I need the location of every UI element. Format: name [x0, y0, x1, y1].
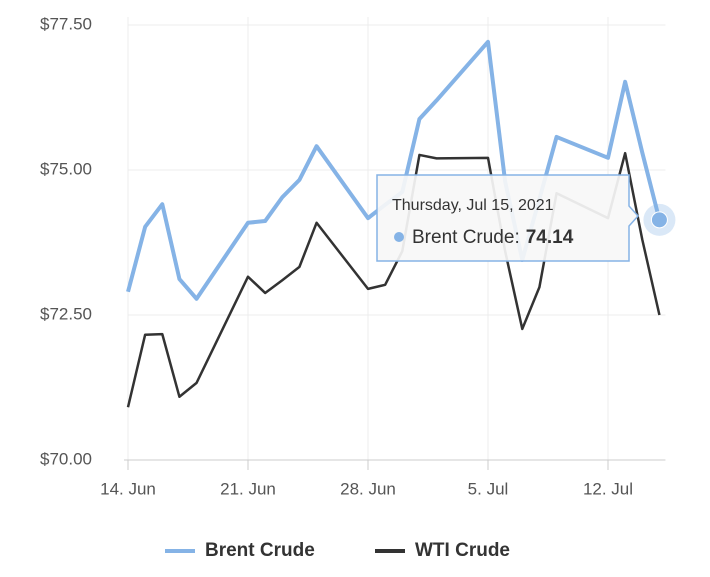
tooltip-dot: [394, 232, 404, 242]
tooltip-text: Brent Crude: 74.14: [412, 227, 574, 248]
tooltip-label: Brent Crude:: [412, 227, 520, 248]
tooltip-value: 74.14: [526, 227, 574, 248]
legend-label[interactable]: WTI Crude: [415, 540, 510, 561]
y-tick-label: $77.50: [40, 14, 92, 33]
legend-label[interactable]: Brent Crude: [205, 540, 315, 561]
x-tick-label: 14. Jun: [100, 479, 156, 498]
y-tick-label: $70.00: [40, 449, 92, 468]
tooltip-box: [376, 174, 640, 262]
x-tick-label: 21. Jun: [220, 479, 276, 498]
y-tick-label: $75.00: [40, 159, 92, 178]
x-tick-label: 5. Jul: [468, 479, 509, 498]
tooltip: Thursday, Jul 15, 2021 Brent Crude: 74.14: [376, 174, 640, 262]
hover-marker: [650, 211, 668, 229]
x-tick-label: 28. Jun: [340, 479, 396, 498]
y-tick-label: $72.50: [40, 304, 92, 323]
x-tick-label: 12. Jul: [583, 479, 633, 498]
tooltip-date: Thursday, Jul 15, 2021: [392, 197, 554, 214]
